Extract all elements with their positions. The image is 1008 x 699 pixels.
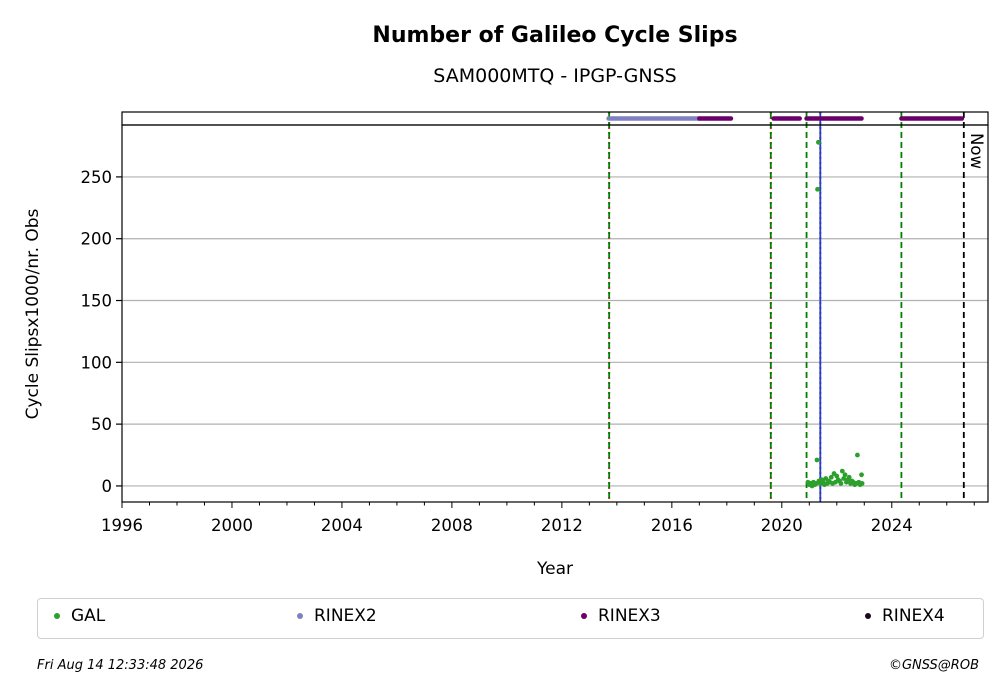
x-axis-label: Year: [536, 559, 573, 579]
y-axis: 0 50 100 150 200 250: [81, 168, 122, 496]
gal-marker-icon: [54, 613, 60, 619]
x-tick-label: 2008: [431, 516, 473, 535]
data-point: [828, 474, 834, 480]
data-point: [859, 481, 865, 486]
legend-item-gal: GAL: [54, 606, 105, 626]
y-tick-label: 50: [91, 415, 112, 434]
data-point: [846, 474, 852, 480]
rinex4-marker-icon: [865, 613, 871, 619]
x-tick-label: 2024: [871, 516, 913, 535]
rinex3-marker-icon: [581, 613, 587, 619]
data-point: [841, 476, 847, 481]
data-point: [839, 468, 845, 474]
legend: GAL RINEX2 RINEX3 RINEX4: [37, 598, 984, 639]
data-point: [815, 186, 820, 192]
x-tick-label: 2016: [651, 516, 693, 535]
legend-item-rinex4: RINEX4: [865, 606, 945, 626]
rinex2-marker-icon: [297, 613, 303, 619]
y-tick-label: 100: [81, 353, 113, 372]
legend-label: GAL: [71, 606, 106, 626]
legend-label: RINEX4: [882, 606, 945, 626]
data-point: [859, 472, 864, 478]
gal-points: [805, 139, 865, 489]
data-point: [815, 139, 821, 145]
y-tick-label: 250: [81, 168, 113, 187]
legend-item-rinex2: RINEX2: [297, 606, 377, 626]
x-tick-label: 1996: [101, 516, 143, 535]
legend-label: RINEX2: [314, 606, 377, 626]
footer-timestamp: Fri Aug 14 12:33:48 2026: [37, 658, 204, 673]
chart-title: Number of Galileo Cycle Slips: [372, 23, 737, 48]
x-tick-label: 2012: [541, 516, 583, 535]
data-point: [814, 457, 820, 463]
data-point: [855, 452, 860, 458]
plot-frame: [121, 124, 989, 503]
legend-label: RINEX3: [598, 606, 661, 626]
x-tick-label: 2000: [211, 516, 253, 535]
grid-lines: [122, 176, 988, 487]
now-label: Now: [967, 133, 986, 169]
x-tick-label: 2004: [321, 516, 363, 535]
data-point: [834, 473, 840, 479]
data-point: [842, 472, 848, 478]
legend-item-rinex3: RINEX3: [581, 606, 661, 626]
y-tick-label: 150: [81, 292, 113, 311]
x-axis: 1996 2000 2004 2008 2012 2016 2020 2024: [101, 502, 975, 535]
x-tick-label: 2020: [761, 516, 803, 535]
event-lines: [608, 112, 965, 502]
y-tick-label: 200: [81, 230, 113, 249]
y-tick-label: 0: [102, 477, 113, 496]
footer-copyright: ©GNSS@ROB: [888, 658, 979, 673]
y-axis-label: Cycle Slipsx1000/nr. Obs: [23, 208, 43, 419]
chart-subtitle: SAM000MTQ - IPGP-GNSS: [433, 65, 676, 87]
data-point: [838, 481, 844, 486]
